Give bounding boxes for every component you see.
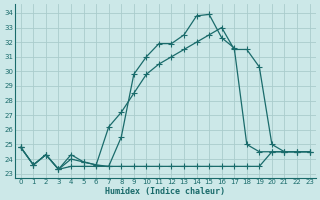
X-axis label: Humidex (Indice chaleur): Humidex (Indice chaleur) (105, 187, 225, 196)
